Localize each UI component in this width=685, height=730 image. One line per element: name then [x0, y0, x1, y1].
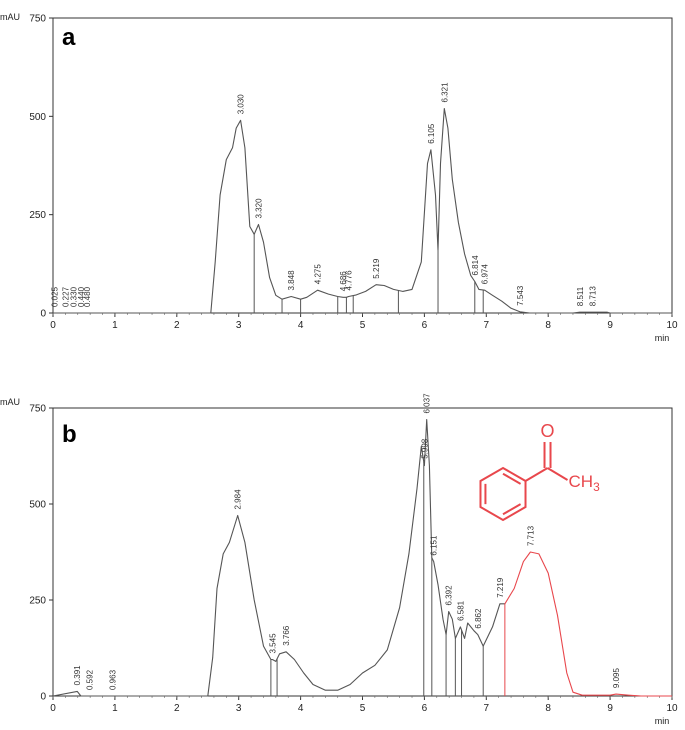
peak-label: 7.713 — [526, 525, 535, 546]
peak-label: 4.776 — [345, 270, 354, 291]
peak-label: 4.686 — [339, 271, 348, 292]
peak-label: 5.219 — [372, 258, 381, 279]
x-tick-label: 6 — [422, 703, 428, 714]
peak-label: 6.321 — [440, 82, 449, 103]
peak-label: 3.766 — [282, 625, 291, 646]
ring-carbonyl-bond — [525, 467, 549, 482]
x-tick-label: 4 — [298, 320, 304, 331]
x-unit-label: min — [655, 333, 670, 343]
x-tick-label: 8 — [545, 320, 551, 331]
peak-label: 6.814 — [471, 255, 480, 276]
peak-label: 0.592 — [86, 669, 95, 690]
x-tick-label: 6 — [422, 320, 428, 331]
peak-label: 8.713 — [588, 286, 597, 307]
peak-label: 0.025 — [51, 286, 60, 307]
plot-frame — [52, 17, 673, 314]
y-tick-label: 500 — [29, 500, 46, 511]
y-tick-label: 0 — [40, 692, 46, 703]
y-tick-label: 250 — [29, 596, 46, 607]
peak-label: 3.320 — [255, 198, 264, 219]
peak-label: 7.219 — [496, 577, 505, 598]
peak-label: 6.037 — [423, 393, 432, 414]
ring-double-bond — [502, 472, 522, 485]
peak-label: 6.105 — [427, 123, 436, 144]
x-tick-label: 0 — [50, 320, 56, 331]
peak-label: 3.545 — [268, 633, 277, 654]
y-tick-label: 0 — [40, 309, 46, 320]
peak-label: 0.480 — [83, 286, 92, 307]
peak-label: 0.330 — [69, 286, 78, 307]
peak-label: 6.151 — [430, 535, 439, 556]
panel-b: 0 250 500 750 0 1 2 3 4 5 6 7 8 9 10 mAU min b 0.391 0.592 0… — [0, 393, 678, 726]
x-tick-label: 9 — [607, 320, 613, 331]
peak-label: 0.391 — [73, 665, 82, 686]
peak-label: 0.440 — [77, 286, 86, 307]
x-tick-label: 7 — [484, 320, 490, 331]
x-unit-label: min — [655, 716, 670, 726]
x-tick-label: 2 — [174, 320, 180, 331]
peak-label: 2.984 — [234, 489, 243, 510]
series-line-1 — [53, 107, 672, 314]
peak-label: 5.998 — [420, 438, 429, 459]
peak-label: 8.511 — [576, 286, 585, 306]
peak-label: 3.030 — [237, 94, 246, 115]
panel-letter: a — [62, 24, 76, 51]
x-tick-label: 2 — [174, 703, 180, 714]
y-unit-label: mAU — [0, 397, 20, 407]
benzene-ring — [479, 466, 527, 522]
x-tick-label: 5 — [360, 703, 366, 714]
x-tick-label: 3 — [236, 703, 242, 714]
peak-label: 0.963 — [109, 669, 118, 690]
peak-label: 9.095 — [612, 668, 621, 689]
series-line-2 — [504, 551, 672, 697]
peak-label: 3.848 — [287, 270, 296, 291]
x-tick-label: 3 — [236, 320, 242, 331]
peak-label: 6.974 — [481, 264, 490, 285]
x-tick-label: 7 — [484, 703, 490, 714]
x-tick-label: 5 — [360, 320, 366, 331]
y-tick-label: 500 — [29, 112, 46, 123]
peak-label: 0.227 — [61, 286, 70, 307]
peak-label: 6.862 — [474, 608, 483, 629]
peak-label: 4.275 — [314, 264, 323, 285]
methyl-label: CH3 — [569, 472, 601, 494]
ring-double-bond — [502, 503, 522, 516]
series-line-1 — [52, 418, 505, 697]
x-tick-label: 1 — [112, 703, 118, 714]
peak-label: 6.392 — [445, 585, 454, 606]
methyl-bond — [547, 467, 569, 481]
acetophenone-structure: O CH3 — [479, 421, 601, 522]
x-tick-label: 9 — [607, 703, 613, 714]
y-unit-label: mAU — [0, 12, 20, 22]
y-tick-label: 250 — [29, 210, 46, 221]
x-tick-label: 0 — [50, 703, 56, 714]
x-tick-label: 4 — [298, 703, 304, 714]
oxygen-atom-label: O — [541, 421, 555, 441]
y-tick-label: 750 — [29, 404, 46, 415]
x-tick-label: 10 — [666, 703, 678, 714]
panel-letter: b — [62, 421, 77, 448]
x-tick-label: 10 — [666, 320, 678, 331]
x-tick-label: 1 — [112, 320, 118, 331]
peak-label: 7.543 — [516, 285, 525, 306]
x-tick-label: 8 — [545, 703, 551, 714]
peak-label: 6.581 — [456, 600, 465, 621]
y-tick-label: 750 — [29, 14, 46, 25]
plot-frame — [52, 407, 673, 697]
